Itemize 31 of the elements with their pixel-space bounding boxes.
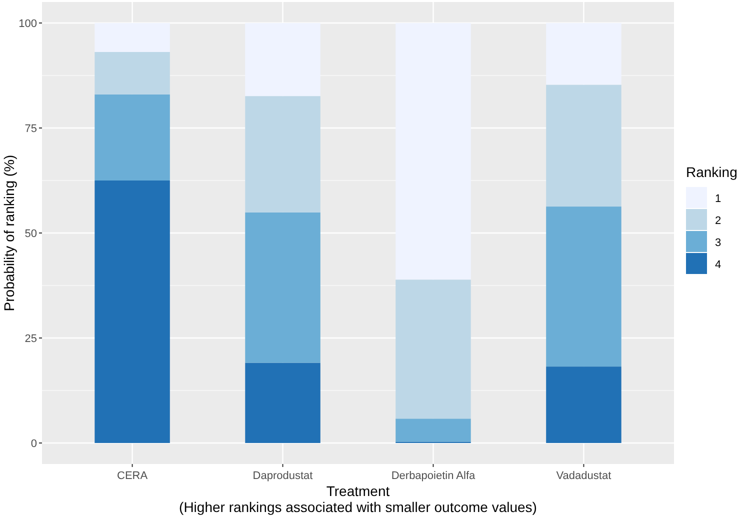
bar [245, 23, 320, 96]
legend-label: 4 [715, 258, 722, 271]
x-tick-label: CERA [117, 470, 148, 482]
bar [94, 23, 170, 52]
x-axis-title: Treatment (Higher rankings associated with smaller outcome values) [179, 483, 537, 515]
bar [546, 206, 622, 367]
legend-title: Ranking [686, 164, 738, 180]
bar [245, 96, 320, 212]
bar [546, 23, 622, 85]
y-tick-label: 75 [24, 122, 37, 135]
y-tick-label: 50 [24, 228, 37, 240]
x-tick-label: Vadadustat [556, 470, 612, 482]
x-tick-label: Daprodustat [252, 470, 313, 482]
y-tick-label: 100 [18, 18, 37, 30]
bar [546, 84, 622, 207]
y-tick-label: 25 [24, 332, 37, 345]
legend-label: 2 [715, 214, 722, 227]
bar [396, 418, 471, 442]
bar [245, 362, 320, 443]
y-axis-title: Probability of ranking (%) [1, 154, 17, 312]
x-tick-label: Derbapoietin Alfa [391, 470, 476, 482]
bar [94, 52, 170, 94]
y-tick-label: 0 [30, 438, 37, 450]
bar [94, 180, 170, 443]
bar [546, 366, 622, 443]
legend-label: 3 [715, 236, 722, 249]
bar [245, 212, 320, 363]
legend-label: 1 [715, 192, 722, 205]
bar [396, 280, 471, 419]
bar [94, 94, 170, 180]
bar [396, 23, 471, 280]
